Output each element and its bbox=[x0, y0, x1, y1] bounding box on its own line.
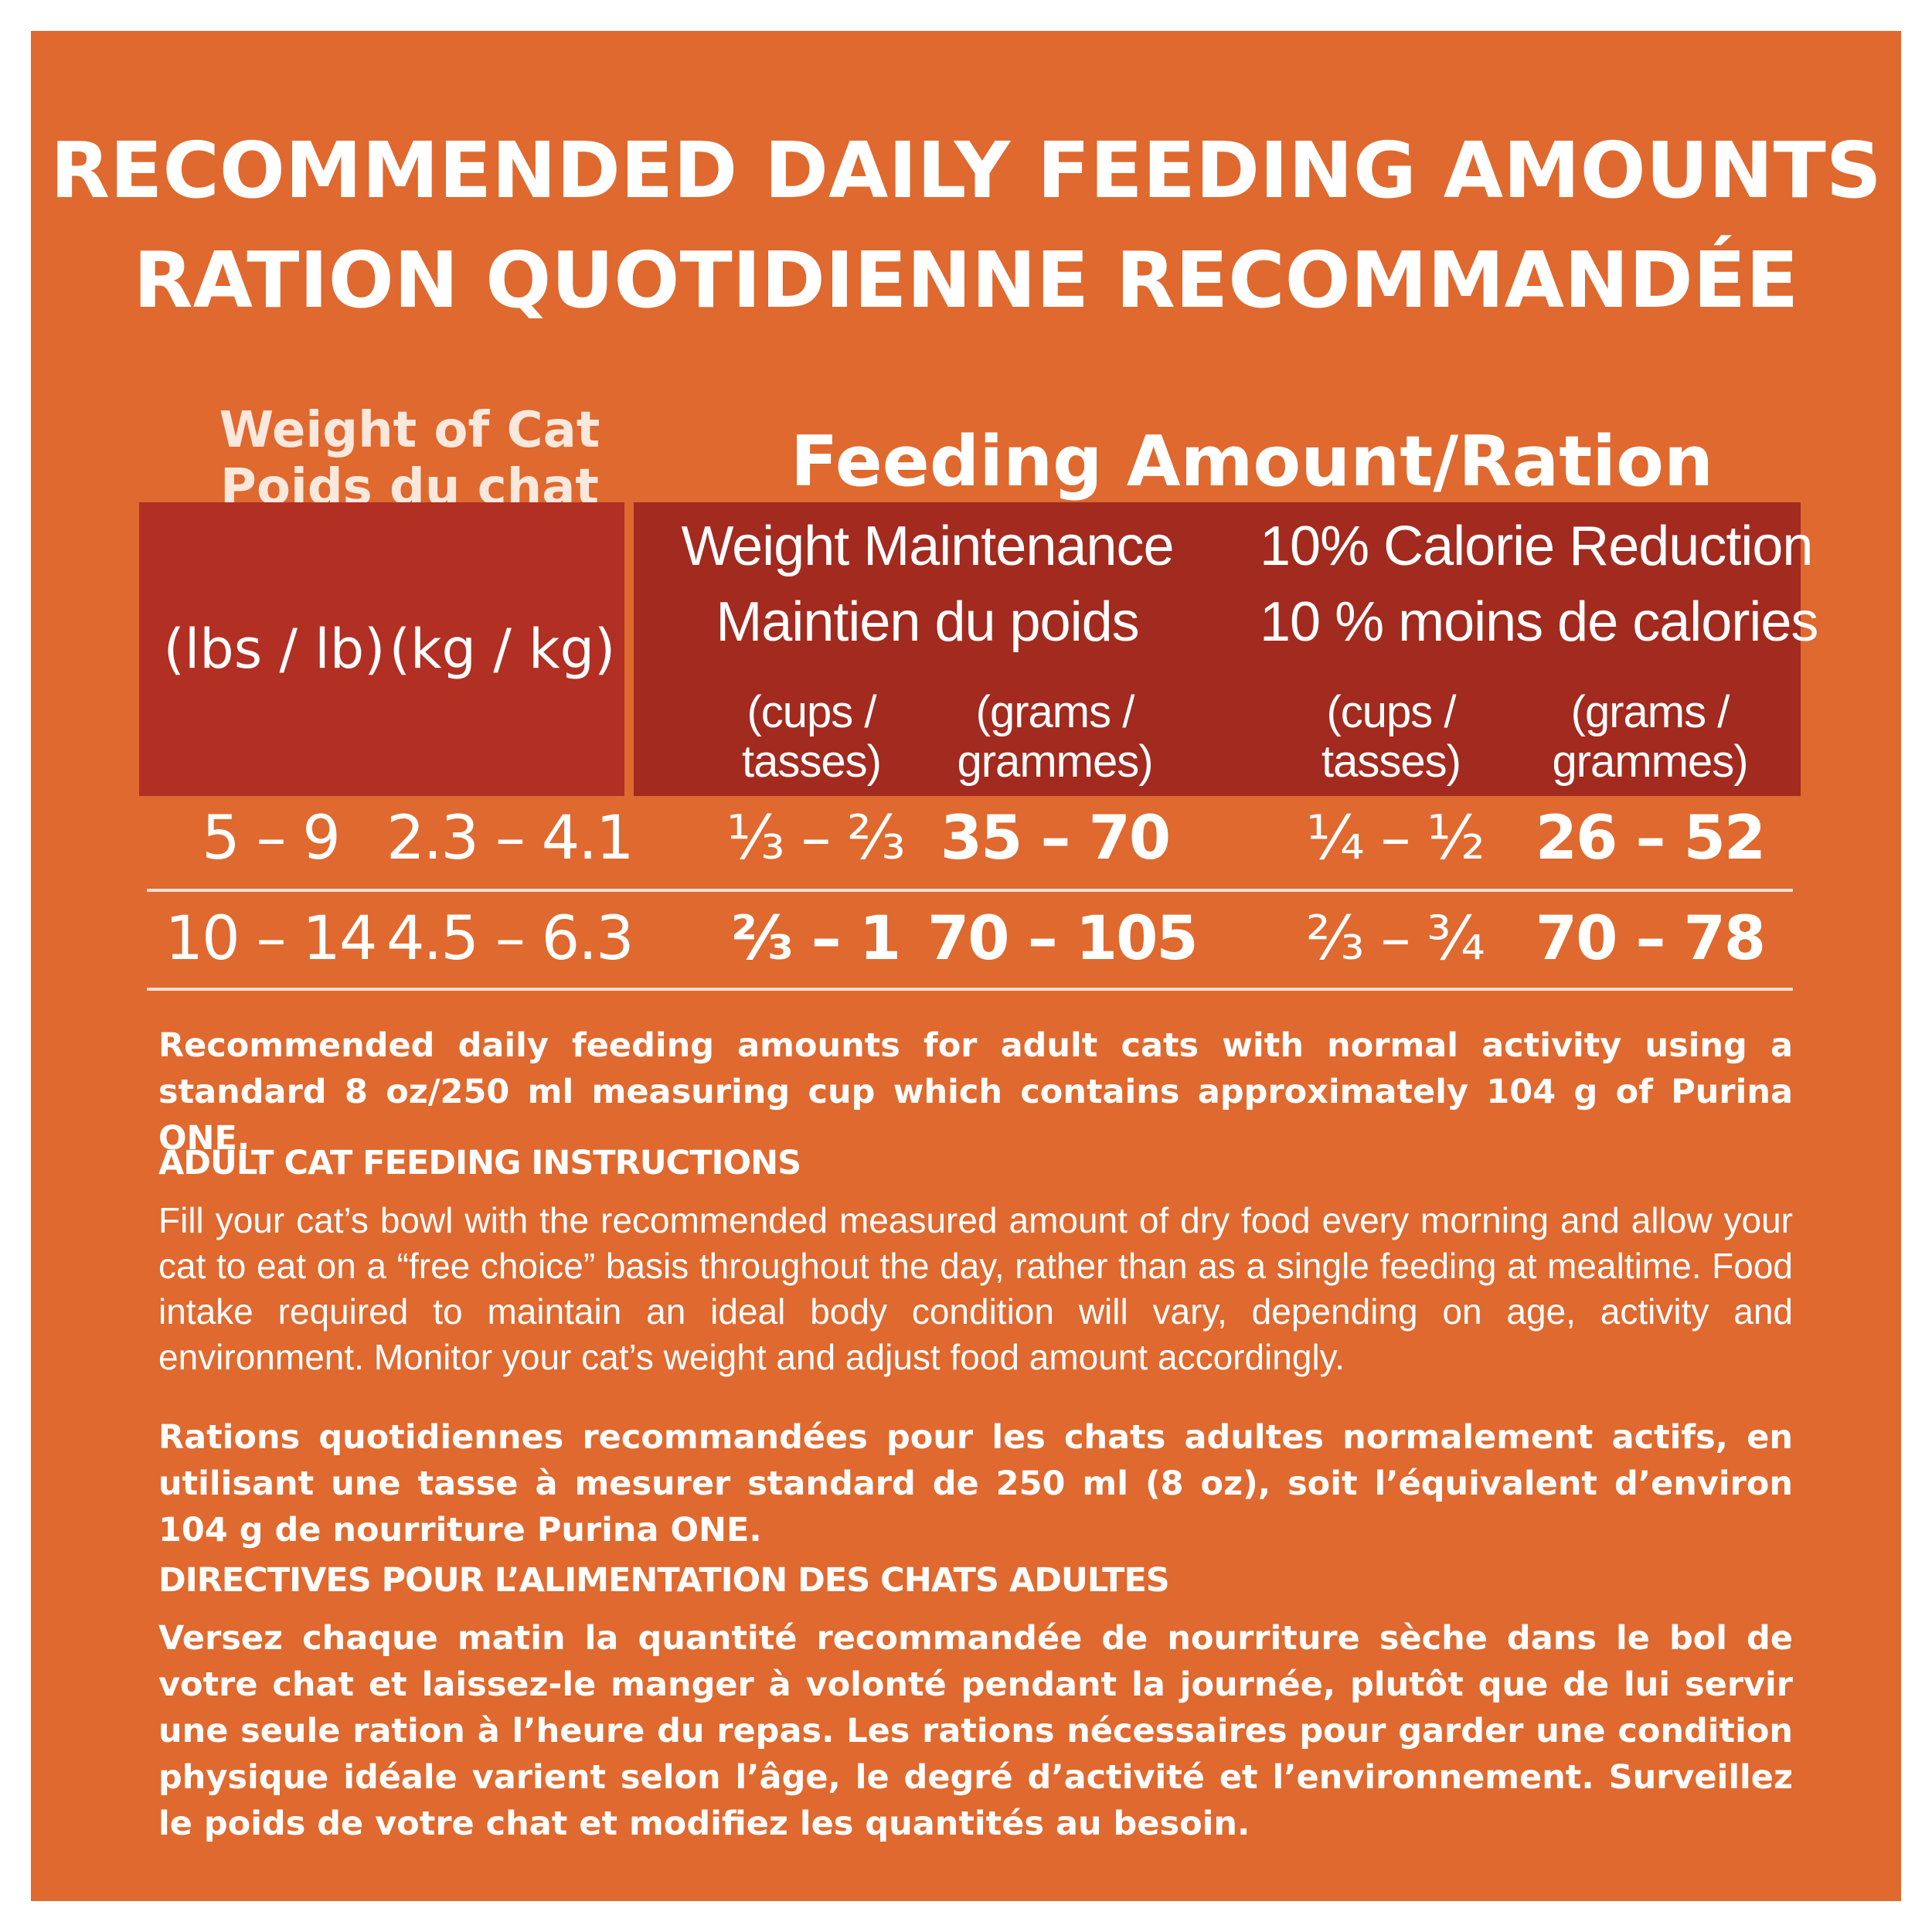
heading-french: DIRECTIVES POUR L’ALIMENTATION DES CHATS… bbox=[158, 1561, 1170, 1600]
grams-line-2: grammes) bbox=[957, 736, 1153, 787]
feeding-panel: RECOMMENDED DAILY FEEDING AMOUNTS RATION… bbox=[31, 31, 1901, 1901]
row-maintenance-grams: 70 – 105 bbox=[927, 904, 1199, 974]
grams-line-2: grammes) bbox=[1552, 736, 1748, 787]
note-english: Recommended daily feeding amounts for ad… bbox=[158, 1026, 1793, 1158]
row-divider bbox=[147, 988, 1793, 991]
cups-line-2: tasses) bbox=[1321, 736, 1461, 787]
feeding-columns-header-box bbox=[634, 502, 1801, 796]
calorie-reduction-header: 10% Calorie Reduction 10 % moins de calo… bbox=[1260, 509, 1818, 660]
feeding-amount-header: Feeding Amount/Ration bbox=[790, 421, 1714, 502]
maintenance-grams-label: (grams / grammes) bbox=[927, 688, 1182, 787]
row-reduction-cups: ¼ – ½ bbox=[1306, 804, 1485, 873]
table-row: 10 – 14 4.5 – 6.3 ⅔ – 1 70 – 105 ⅔ – ¾ 7… bbox=[31, 904, 1901, 989]
row-lbs: 10 – 14 bbox=[165, 904, 377, 974]
kg-unit-label: (kg / kg) bbox=[389, 617, 616, 681]
weight-units-header-box bbox=[139, 502, 624, 796]
main-title-fr: RATION QUOTIDIENNE RECOMMANDÉE bbox=[133, 235, 1799, 325]
row-kg: 2.3 – 4.1 bbox=[386, 804, 634, 873]
row-reduction-grams: 70 – 78 bbox=[1535, 904, 1766, 974]
row-maintenance-cups: ⅓ – ⅔ bbox=[726, 804, 906, 873]
reduction-en: 10% Calorie Reduction bbox=[1260, 515, 1813, 577]
grams-line-1: (grams / bbox=[1570, 687, 1730, 737]
cups-line-1: (cups / bbox=[1326, 687, 1456, 737]
maintenance-cups-label: (cups / tasses) bbox=[711, 688, 912, 787]
note-french: Rations quotidiennes recommandées pour l… bbox=[158, 1418, 1793, 1549]
row-maintenance-grams: 35 – 70 bbox=[940, 804, 1171, 873]
weight-maintenance-header: Weight Maintenance Maintien du poids bbox=[680, 509, 1175, 660]
weight-of-cat-header: Weight of Cat Poids du chat bbox=[139, 402, 680, 516]
row-lbs: 5 – 9 bbox=[202, 804, 341, 873]
row-divider bbox=[147, 889, 1793, 892]
row-reduction-cups: ⅔ – ¾ bbox=[1306, 904, 1485, 974]
instructions-french: Versez chaque matin la quantité recomman… bbox=[158, 1619, 1793, 1843]
main-title-en: RECOMMENDED DAILY FEEDING AMOUNTS bbox=[50, 125, 1882, 216]
weight-header-en: Weight of Cat bbox=[219, 402, 600, 459]
heading-english: ADULT CAT FEEDING INSTRUCTIONS bbox=[158, 1144, 801, 1182]
row-maintenance-cups: ⅔ – 1 bbox=[730, 904, 901, 974]
table-row: 5 – 9 2.3 – 4.1 ⅓ – ⅔ 35 – 70 ¼ – ½ 26 –… bbox=[31, 804, 1901, 889]
grams-line-1: (grams / bbox=[975, 687, 1135, 737]
reduction-grams-label: (grams / grammes) bbox=[1522, 688, 1777, 787]
lbs-unit-label: (lbs / lb) bbox=[163, 617, 386, 681]
maintenance-fr: Maintien du poids bbox=[716, 591, 1139, 653]
row-reduction-grams: 26 – 52 bbox=[1535, 804, 1766, 873]
row-kg: 4.5 – 6.3 bbox=[386, 904, 634, 974]
reduction-fr: 10 % moins de calories bbox=[1260, 591, 1818, 653]
cups-line-1: (cups / bbox=[747, 687, 876, 737]
instructions-english: Fill your cat’s bowl with the recommende… bbox=[158, 1200, 1793, 1377]
cups-line-2: tasses) bbox=[742, 736, 882, 787]
reduction-cups-label: (cups / tasses) bbox=[1291, 688, 1492, 787]
maintenance-en: Weight Maintenance bbox=[681, 515, 1174, 577]
